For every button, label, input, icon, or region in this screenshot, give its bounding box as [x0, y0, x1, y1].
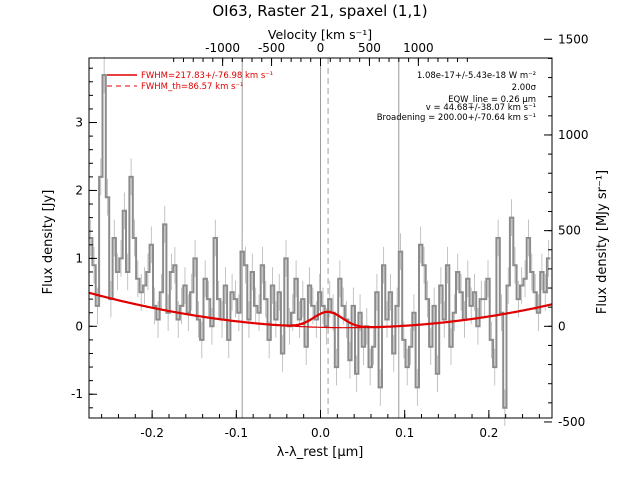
chart-title: OI63, Raster 21, spaxel (1,1) — [212, 2, 427, 20]
data-series — [89, 74, 551, 409]
x-tick-label: -0.2 — [140, 426, 163, 440]
top-tick-label: -1000 — [205, 41, 240, 55]
x-tick-label: -0.1 — [225, 426, 248, 440]
y-tick-label: 2 — [75, 183, 83, 197]
legend-label-solid: FWHM=217.83+/-76.98 km s⁻¹ — [141, 71, 273, 81]
right-tick-label: 1000 — [558, 128, 589, 142]
x-tick-label: 0.0 — [311, 426, 330, 440]
total-fit — [88, 291, 553, 329]
annotation-sigma: 2.00σ — [512, 83, 537, 93]
y-tick-label: 1 — [75, 251, 83, 265]
y-tick-label: -1 — [71, 387, 83, 401]
y-tick-label: 0 — [75, 319, 83, 333]
top-tick-label: 0 — [317, 41, 325, 55]
y-tick-label: 3 — [75, 116, 83, 130]
top-tick-label: 1000 — [403, 41, 434, 55]
y-axis-label: Flux density [Jy] — [41, 190, 56, 295]
annotation-eqw: EQW_line = 0.26 μm — [448, 95, 536, 105]
y2-axis-label: Flux density [MJy sr⁻¹] — [595, 170, 610, 314]
x-axis-label: λ-λ_rest [μm] — [277, 445, 364, 460]
top-tick-label: 500 — [358, 41, 381, 55]
right-tick-label: 1500 — [558, 32, 589, 46]
annotation-velocity: v = 44.68+/-38.07 km s⁻¹ — [426, 103, 536, 113]
annotation-broadening: Broadening = 200.00+/-70.64 km s⁻¹ — [377, 113, 536, 123]
top-tick-label: -500 — [258, 41, 285, 55]
x-tick-label: 0.1 — [395, 426, 414, 440]
annotation-flux: 1.08e-17+/-5.43e-18 W m⁻² — [417, 71, 536, 81]
right-tick-label: 500 — [558, 224, 581, 238]
right-tick-label: 0 — [558, 319, 566, 333]
right-tick-label: -500 — [558, 415, 585, 429]
legend: FWHM=217.83+/-76.98 km s⁻¹ FWHM_th=86.57… — [107, 71, 273, 92]
top-axis-label: Velocity [km s⁻¹] — [268, 27, 372, 42]
legend-label-dashed: FWHM_th=86.57 km s⁻¹ — [141, 82, 243, 92]
x-tick-label: 0.2 — [479, 426, 498, 440]
annotations: 1.08e-17+/-5.43e-18 W m⁻² 2.00σ EQW_line… — [377, 71, 537, 123]
